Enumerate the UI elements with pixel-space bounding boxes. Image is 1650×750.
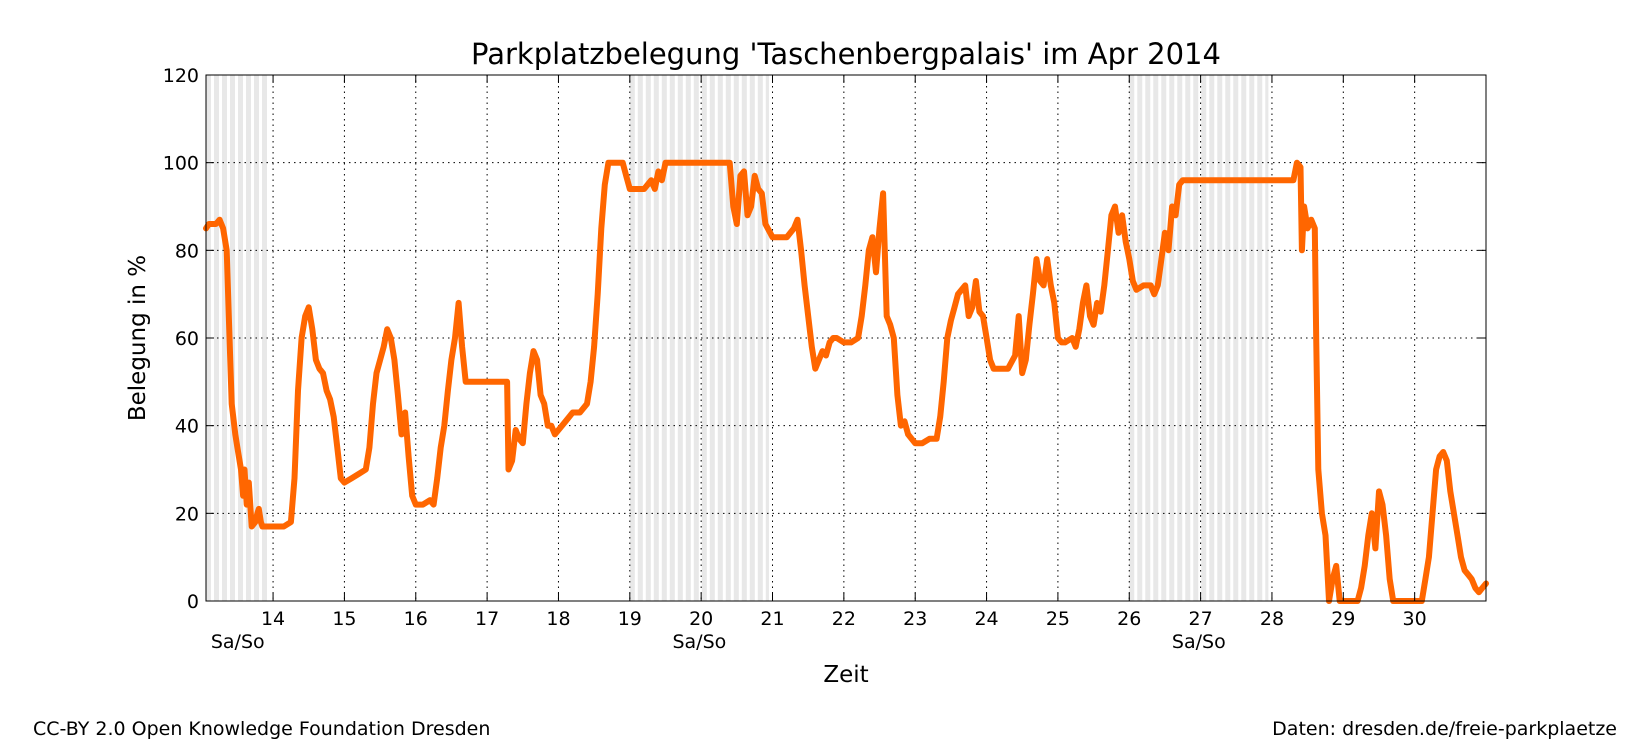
weekend-stripe bbox=[1169, 75, 1175, 601]
weekend-stripe bbox=[1153, 75, 1159, 601]
x-tick-label: 28 bbox=[1260, 608, 1284, 630]
y-axis-label: Belegung in % bbox=[125, 255, 151, 421]
weekend-label: Sa/So bbox=[211, 631, 265, 653]
y-tick-label: 120 bbox=[163, 65, 199, 87]
x-tick-label: 17 bbox=[475, 608, 499, 630]
y-tick-label: 40 bbox=[175, 416, 199, 438]
weekend-stripe bbox=[653, 75, 659, 601]
weekend-stripe bbox=[733, 75, 739, 601]
x-tick-label: 25 bbox=[1046, 608, 1070, 630]
weekend-stripe bbox=[1201, 75, 1207, 601]
y-tick-label: 0 bbox=[187, 591, 199, 613]
weekend-stripe bbox=[725, 75, 731, 601]
license-text: CC-BY 2.0 Open Knowledge Foundation Dres… bbox=[33, 718, 491, 740]
series-line-0 bbox=[203, 159, 1489, 604]
weekend-stripe bbox=[637, 75, 643, 601]
x-tick-label: 16 bbox=[404, 608, 428, 630]
weekend-stripe bbox=[1265, 75, 1269, 601]
weekend-stripe bbox=[741, 75, 747, 601]
weekend-stripe bbox=[661, 75, 667, 601]
weekend-stripe bbox=[749, 75, 755, 601]
weekend-band-1 bbox=[629, 75, 769, 601]
weekend-label: Sa/So bbox=[1172, 631, 1226, 653]
weekend-stripe bbox=[1257, 75, 1263, 601]
x-axis-label: Zeit bbox=[823, 662, 868, 688]
weekend-stripe bbox=[757, 75, 763, 601]
chart-title: Parkplatzbelegung 'Taschenbergpalais' im… bbox=[471, 37, 1221, 71]
tick-labels: Sa/So Sa/So Sa/So 0 20 40 60 80 100 120 14 15 16 17 18… bbox=[163, 65, 1427, 653]
x-tick-label: 24 bbox=[974, 608, 998, 630]
grid bbox=[206, 75, 1486, 601]
weekend-stripe bbox=[1209, 75, 1215, 601]
weekend-stripe bbox=[1137, 75, 1143, 601]
x-tick-label: 30 bbox=[1403, 608, 1427, 630]
x-tick-label: 22 bbox=[832, 608, 856, 630]
weekend-stripe bbox=[669, 75, 675, 601]
x-tick-label: 26 bbox=[1117, 608, 1141, 630]
weekend-stripe bbox=[222, 75, 227, 601]
weekend-stripe bbox=[717, 75, 723, 601]
weekend-label: Sa/So bbox=[672, 631, 726, 653]
x-tick-label: 18 bbox=[546, 608, 570, 630]
y-tick-label: 100 bbox=[163, 153, 199, 175]
x-tick-label: 15 bbox=[332, 608, 356, 630]
weekend-band-2 bbox=[1129, 75, 1269, 601]
weekend-stripe bbox=[1241, 75, 1247, 601]
weekend-stripe bbox=[1129, 75, 1135, 601]
x-tick-label: 23 bbox=[903, 608, 927, 630]
weekend-stripe bbox=[629, 75, 635, 601]
x-tick-label: 14 bbox=[261, 608, 285, 630]
x-tick-label: 20 bbox=[689, 608, 713, 630]
x-tick-label: 21 bbox=[760, 608, 784, 630]
plot-frame bbox=[205, 74, 1487, 602]
weekend-stripe bbox=[1193, 75, 1199, 601]
series-layer bbox=[203, 159, 1489, 604]
weekend-stripe bbox=[701, 75, 707, 601]
data-source-text: Daten: dresden.de/freie-parkplaetze bbox=[1272, 718, 1617, 740]
y-tick-label: 20 bbox=[175, 503, 199, 525]
weekend-stripe bbox=[1225, 75, 1231, 601]
weekend-stripe bbox=[1185, 75, 1191, 601]
x-tick-label: 27 bbox=[1189, 608, 1213, 630]
y-tick-label: 60 bbox=[175, 328, 199, 350]
x-tick-label: 19 bbox=[618, 608, 642, 630]
y-tick-label: 80 bbox=[175, 240, 199, 262]
weekend-stripe bbox=[685, 75, 691, 601]
weekend-stripe bbox=[1217, 75, 1223, 601]
weekend-stripe bbox=[246, 75, 251, 601]
ticks bbox=[206, 74, 1486, 602]
x-tick-label: 29 bbox=[1331, 608, 1355, 630]
weekend-stripe bbox=[262, 75, 267, 601]
weekend-stripe bbox=[645, 75, 651, 601]
weekend-stripe bbox=[214, 75, 219, 601]
